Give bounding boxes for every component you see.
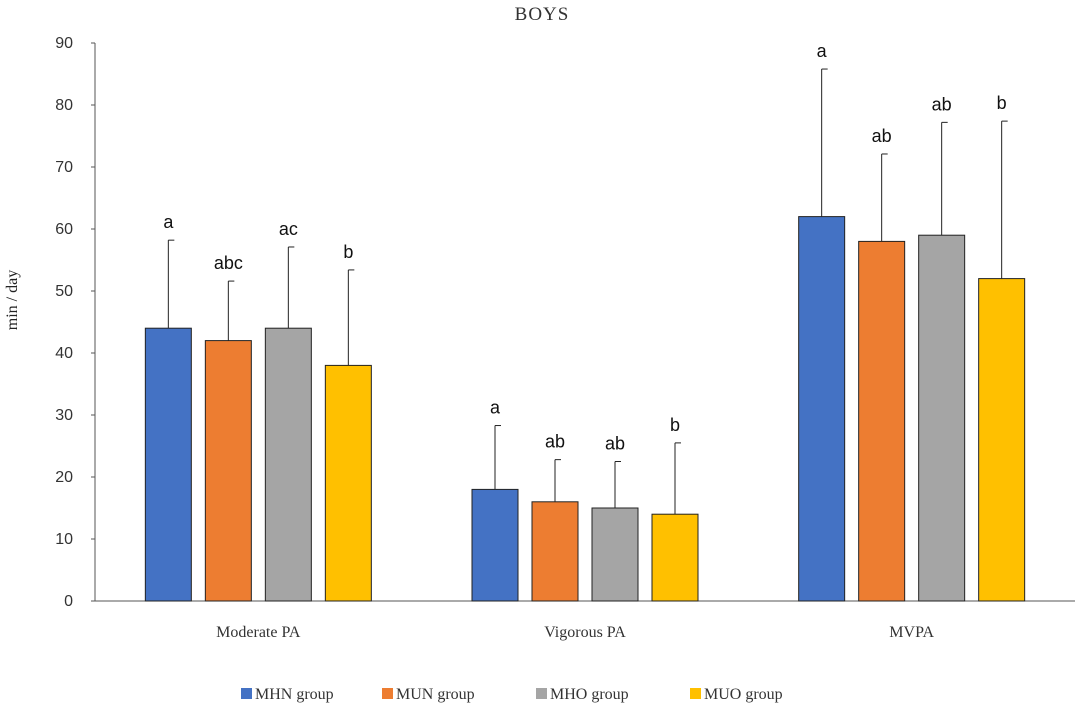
significance-letter: abc	[214, 253, 243, 273]
legend-swatch	[241, 688, 252, 699]
y-axis-label: min / day	[4, 270, 21, 330]
chart-title: BOYS	[515, 4, 570, 25]
legend-item: MHN group	[241, 686, 334, 703]
bar-mun-group-moderate-pa	[204, 340, 252, 602]
legend-item: MUN group	[382, 686, 475, 703]
significance-letter: ab	[605, 434, 625, 454]
significance-letter: a	[490, 398, 501, 418]
legend: MHN group MUN group MHO group MUO group	[241, 686, 783, 703]
bar-mho-group-mvpa	[918, 234, 966, 602]
y-tick-label: 40	[55, 345, 73, 362]
x-category-label: MVPA	[889, 624, 934, 641]
y-tick-label: 50	[55, 283, 73, 300]
y-tick-label: 10	[55, 531, 73, 548]
bar-mho-group-moderate-pa	[264, 327, 312, 602]
legend-swatch	[382, 688, 393, 699]
legend-label: MHO group	[550, 686, 629, 703]
y-tick-label: 20	[55, 469, 73, 486]
bar-mhn-group-vigorous-pa	[471, 488, 519, 602]
significance-letter: ab	[545, 432, 565, 452]
bar-muo-group-vigorous-pa	[651, 513, 699, 602]
significance-letter: a	[817, 41, 828, 61]
legend-item: MUO group	[690, 686, 783, 703]
bar-mhn-group-mvpa	[798, 216, 846, 602]
significance-letter: ab	[872, 126, 892, 146]
significance-letter: a	[163, 212, 174, 232]
y-tick-label: 80	[55, 97, 73, 114]
legend-swatch	[690, 688, 701, 699]
bar-mun-group-vigorous-pa	[531, 501, 579, 602]
bar-mhn-group-moderate-pa	[144, 327, 192, 602]
bar-muo-group-mvpa	[978, 278, 1026, 602]
significance-letter: ab	[932, 94, 952, 114]
bar-mun-group-mvpa	[858, 240, 906, 602]
significance-letter: b	[997, 93, 1007, 113]
x-category-label: Moderate PA	[216, 624, 301, 641]
y-tick-label: 0	[64, 593, 73, 610]
significance-letter: b	[343, 242, 353, 262]
y-tick-label: 70	[55, 159, 73, 176]
bar-muo-group-moderate-pa	[324, 364, 372, 602]
x-category-label: Vigorous PA	[544, 624, 626, 641]
legend-item: MHO group	[536, 686, 629, 703]
legend-swatch	[536, 688, 547, 699]
bar-mho-group-vigorous-pa	[591, 507, 639, 602]
legend-label: MUO group	[704, 686, 783, 703]
y-tick-label: 30	[55, 407, 73, 424]
significance-letter: b	[670, 415, 680, 435]
y-tick-label: 60	[55, 221, 73, 238]
y-tick-label: 90	[55, 35, 73, 52]
legend-label: MHN group	[255, 686, 334, 703]
significance-letter: ac	[279, 219, 298, 239]
legend-label: MUN group	[396, 686, 475, 703]
